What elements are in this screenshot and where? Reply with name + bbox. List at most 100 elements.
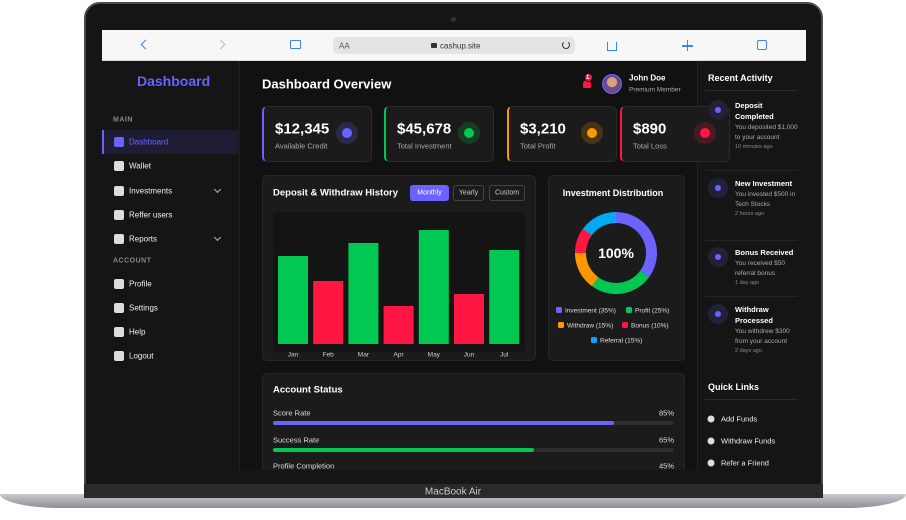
card-title: Investment Distribution [562, 188, 664, 198]
stat-icon [700, 128, 710, 138]
x-tick-label: Apr [394, 352, 405, 359]
screen: AA cashup.site Dashboard MAIN Dashboard Walle… [102, 30, 806, 470]
stat-card [262, 106, 372, 162]
activity-line: You received $50 referral bonus [735, 260, 785, 277]
stat-value: $45,678 [397, 120, 452, 138]
donut-center: 100% [598, 245, 634, 261]
link-icon [707, 437, 715, 445]
avatar[interactable] [602, 74, 622, 94]
bar [348, 243, 379, 344]
activity-text: Withdraw Processed You withdrew $300 from… [735, 304, 799, 356]
activity-glyph [715, 254, 721, 260]
card-title: Account Status [273, 384, 343, 396]
hinge [84, 484, 823, 498]
nav-item[interactable]: Investments [129, 186, 173, 196]
filter-button[interactable] [410, 185, 449, 201]
nav-item[interactable]: Dashboard [129, 137, 169, 147]
x-tick-label: Feb [323, 352, 335, 359]
legend-swatch [591, 337, 597, 343]
stat-label: Total Investment [397, 141, 452, 151]
nav-icon [114, 161, 124, 171]
metric-label: Profile Completion [273, 461, 335, 471]
activity-line: 10 minutes ago [735, 144, 773, 150]
text-size-button[interactable]: AA [339, 41, 350, 50]
activity-line: 1 day ago [735, 280, 760, 286]
quick-link[interactable]: Add Funds [721, 414, 758, 424]
nav-heading: MAIN [113, 116, 133, 124]
legend-swatch [626, 307, 632, 313]
brand: Dashboard [137, 73, 211, 89]
metric-label: Score Rate [273, 408, 311, 418]
filter-label: Monthly [417, 189, 442, 197]
charts: Jan Feb Mar Apr May Jun Jul 100% Investment (35%… [278, 212, 669, 359]
stat-value: $3,210 [520, 120, 566, 138]
metric-label: Success Rate [273, 435, 320, 444]
link-icon [707, 415, 715, 423]
nav-icon [114, 351, 124, 361]
badge-count: 1 [586, 74, 590, 81]
activity-glyph [715, 311, 721, 317]
nav-item[interactable]: Logout [129, 351, 154, 361]
activity-text: Bonus Received You received $50 referral … [735, 247, 799, 288]
activity-glyph [715, 185, 721, 191]
stat-label: Available Credit [275, 141, 328, 151]
user-role: Premium Member [629, 86, 681, 94]
progress-fill [273, 421, 614, 425]
lock-icon [431, 43, 437, 48]
bar [278, 256, 308, 344]
donut-slice [575, 253, 599, 287]
stat-icon [342, 128, 352, 138]
divider [705, 296, 798, 297]
panel-title: Recent Activity [708, 73, 773, 83]
address-text: cashup.site [440, 41, 481, 50]
activity-line: Bonus Received [735, 248, 794, 257]
legend-label: Referral (15%) [600, 338, 642, 345]
nav-item[interactable]: Reports [129, 234, 158, 244]
share-button[interactable] [607, 42, 617, 51]
panel-title: Quick Links [708, 382, 760, 392]
legend-label: Bonus (10%) [631, 323, 669, 330]
stat-icon [464, 128, 474, 138]
bar [313, 281, 344, 344]
bell-icon[interactable] [583, 80, 591, 88]
nav-item[interactable]: Profile [129, 279, 152, 289]
address-bar[interactable] [333, 37, 575, 54]
nav-item[interactable]: Help [129, 327, 146, 337]
distribution-card [548, 175, 685, 361]
reload-button[interactable] [562, 41, 570, 49]
badge [584, 73, 593, 82]
nav-icon [114, 279, 124, 289]
stat-value: $890 [633, 120, 667, 138]
filter-button[interactable] [489, 185, 525, 201]
metric-value: 85% [658, 408, 674, 418]
activity-line: You deposited $1,000 to your account [735, 124, 798, 141]
bar [489, 250, 520, 344]
nav-heading: ACCOUNT [113, 257, 152, 265]
nav-icon [114, 327, 124, 337]
nav-icon [114, 210, 124, 220]
legend-label: Withdraw (15%) [567, 323, 613, 330]
bar [418, 230, 449, 344]
nav-icon [114, 137, 124, 147]
stat-label: Total Loss [633, 141, 667, 151]
nav-item[interactable]: Wallet [129, 161, 151, 171]
legend-label: Profit (25%) [635, 308, 669, 315]
activity-line: 2 days ago [735, 348, 762, 354]
sidebar [102, 61, 240, 470]
divider [705, 240, 798, 241]
bar [383, 306, 414, 344]
tabs-button[interactable] [757, 40, 767, 50]
bookmarks-button[interactable] [290, 40, 301, 49]
stat-card [384, 106, 494, 162]
filter-label: Custom [494, 189, 520, 197]
activity-line: You invested $500 in Tech Stocks [735, 191, 796, 208]
legend-swatch [622, 322, 628, 328]
nav-item[interactable]: Reffer users [129, 210, 173, 220]
link-icon [707, 459, 715, 467]
quick-link[interactable]: Refer a Friend [721, 458, 769, 468]
quick-link[interactable]: Withdraw Funds [721, 436, 776, 446]
nav-item[interactable]: Settings [129, 303, 158, 313]
activity-line: Deposit Completed [735, 101, 774, 121]
filter-button[interactable] [453, 185, 484, 201]
